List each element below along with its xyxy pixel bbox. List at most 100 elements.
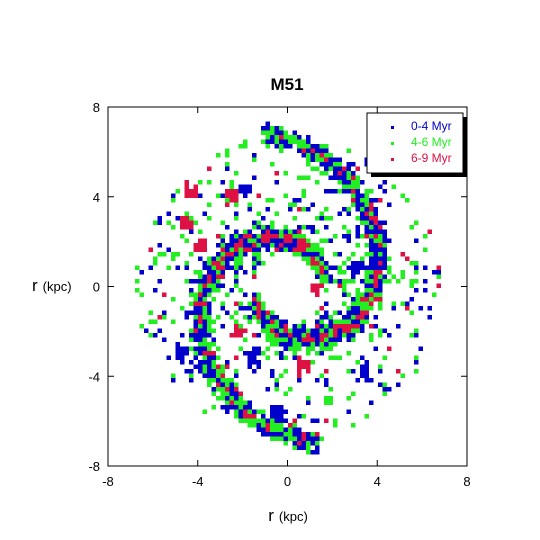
data-point — [234, 387, 239, 392]
data-point — [369, 189, 374, 194]
data-point — [283, 225, 288, 230]
data-point — [261, 301, 266, 306]
data-point — [216, 283, 221, 288]
data-point — [315, 216, 320, 221]
data-point — [234, 324, 239, 329]
data-point — [229, 396, 234, 401]
data-point — [256, 252, 261, 257]
data-point — [423, 279, 428, 284]
x-tick-label: 8 — [463, 474, 470, 489]
data-point — [265, 337, 270, 342]
data-point — [207, 373, 212, 378]
data-point — [324, 288, 329, 293]
data-point — [256, 333, 261, 338]
data-point — [265, 432, 270, 437]
data-point — [346, 238, 351, 243]
data-point — [387, 256, 392, 261]
data-point — [409, 279, 414, 284]
data-point — [207, 360, 212, 365]
data-point — [306, 369, 311, 374]
data-point — [202, 261, 207, 266]
data-point — [328, 337, 333, 342]
data-point — [355, 315, 360, 320]
data-point — [378, 283, 383, 288]
data-point — [301, 414, 306, 419]
data-point — [346, 166, 351, 171]
data-point — [279, 342, 284, 347]
data-point — [306, 144, 311, 149]
data-point — [355, 166, 360, 171]
data-point — [369, 274, 374, 279]
data-point — [211, 328, 216, 333]
data-point — [328, 274, 333, 279]
data-point — [189, 360, 194, 365]
data-point — [198, 279, 203, 284]
data-point — [225, 198, 230, 203]
data-point — [337, 157, 342, 162]
data-point — [301, 342, 306, 347]
data-point — [364, 234, 369, 239]
data-point — [216, 243, 221, 248]
data-point — [333, 319, 338, 324]
data-point — [265, 346, 270, 351]
data-point — [288, 229, 293, 234]
data-point — [292, 130, 297, 135]
data-point — [193, 310, 198, 315]
data-point — [283, 391, 288, 396]
data-point — [360, 355, 365, 360]
data-point — [184, 211, 189, 216]
data-point — [414, 261, 419, 266]
data-point — [216, 265, 221, 270]
data-point — [342, 171, 347, 176]
data-point — [238, 405, 243, 410]
data-point — [346, 229, 351, 234]
data-point — [333, 355, 338, 360]
data-point — [234, 189, 239, 194]
data-point — [225, 360, 230, 365]
data-point — [400, 373, 405, 378]
data-point — [378, 364, 383, 369]
data-point — [373, 207, 378, 212]
data-point — [247, 351, 252, 356]
data-point — [225, 265, 230, 270]
data-point — [306, 207, 311, 212]
data-point — [216, 261, 221, 266]
data-point — [220, 220, 225, 225]
data-point — [265, 121, 270, 126]
data-point — [319, 306, 324, 311]
data-point — [301, 243, 306, 248]
data-point — [229, 189, 234, 194]
data-point — [315, 310, 320, 315]
data-point — [283, 333, 288, 338]
data-point — [202, 346, 207, 351]
data-point — [157, 216, 162, 221]
data-point — [193, 315, 198, 320]
data-point — [243, 139, 248, 144]
data-point — [328, 157, 333, 162]
data-point — [247, 418, 252, 423]
data-point — [355, 243, 360, 248]
data-point — [378, 369, 383, 374]
data-point — [211, 360, 216, 365]
data-point — [342, 189, 347, 194]
data-point — [283, 243, 288, 248]
data-point — [247, 234, 252, 239]
data-point — [202, 355, 207, 360]
data-point — [243, 409, 248, 414]
data-point — [346, 279, 351, 284]
data-point — [153, 288, 158, 293]
data-point — [360, 207, 365, 212]
data-point — [369, 238, 374, 243]
data-point — [198, 180, 203, 185]
data-point — [229, 333, 234, 338]
data-point — [315, 144, 320, 149]
data-point — [175, 216, 180, 221]
data-point — [252, 346, 257, 351]
data-point — [162, 337, 167, 342]
data-point — [234, 202, 239, 207]
data-point — [243, 144, 248, 149]
data-point — [216, 270, 221, 275]
data-point — [306, 148, 311, 153]
data-point — [252, 238, 257, 243]
data-point — [288, 432, 293, 437]
